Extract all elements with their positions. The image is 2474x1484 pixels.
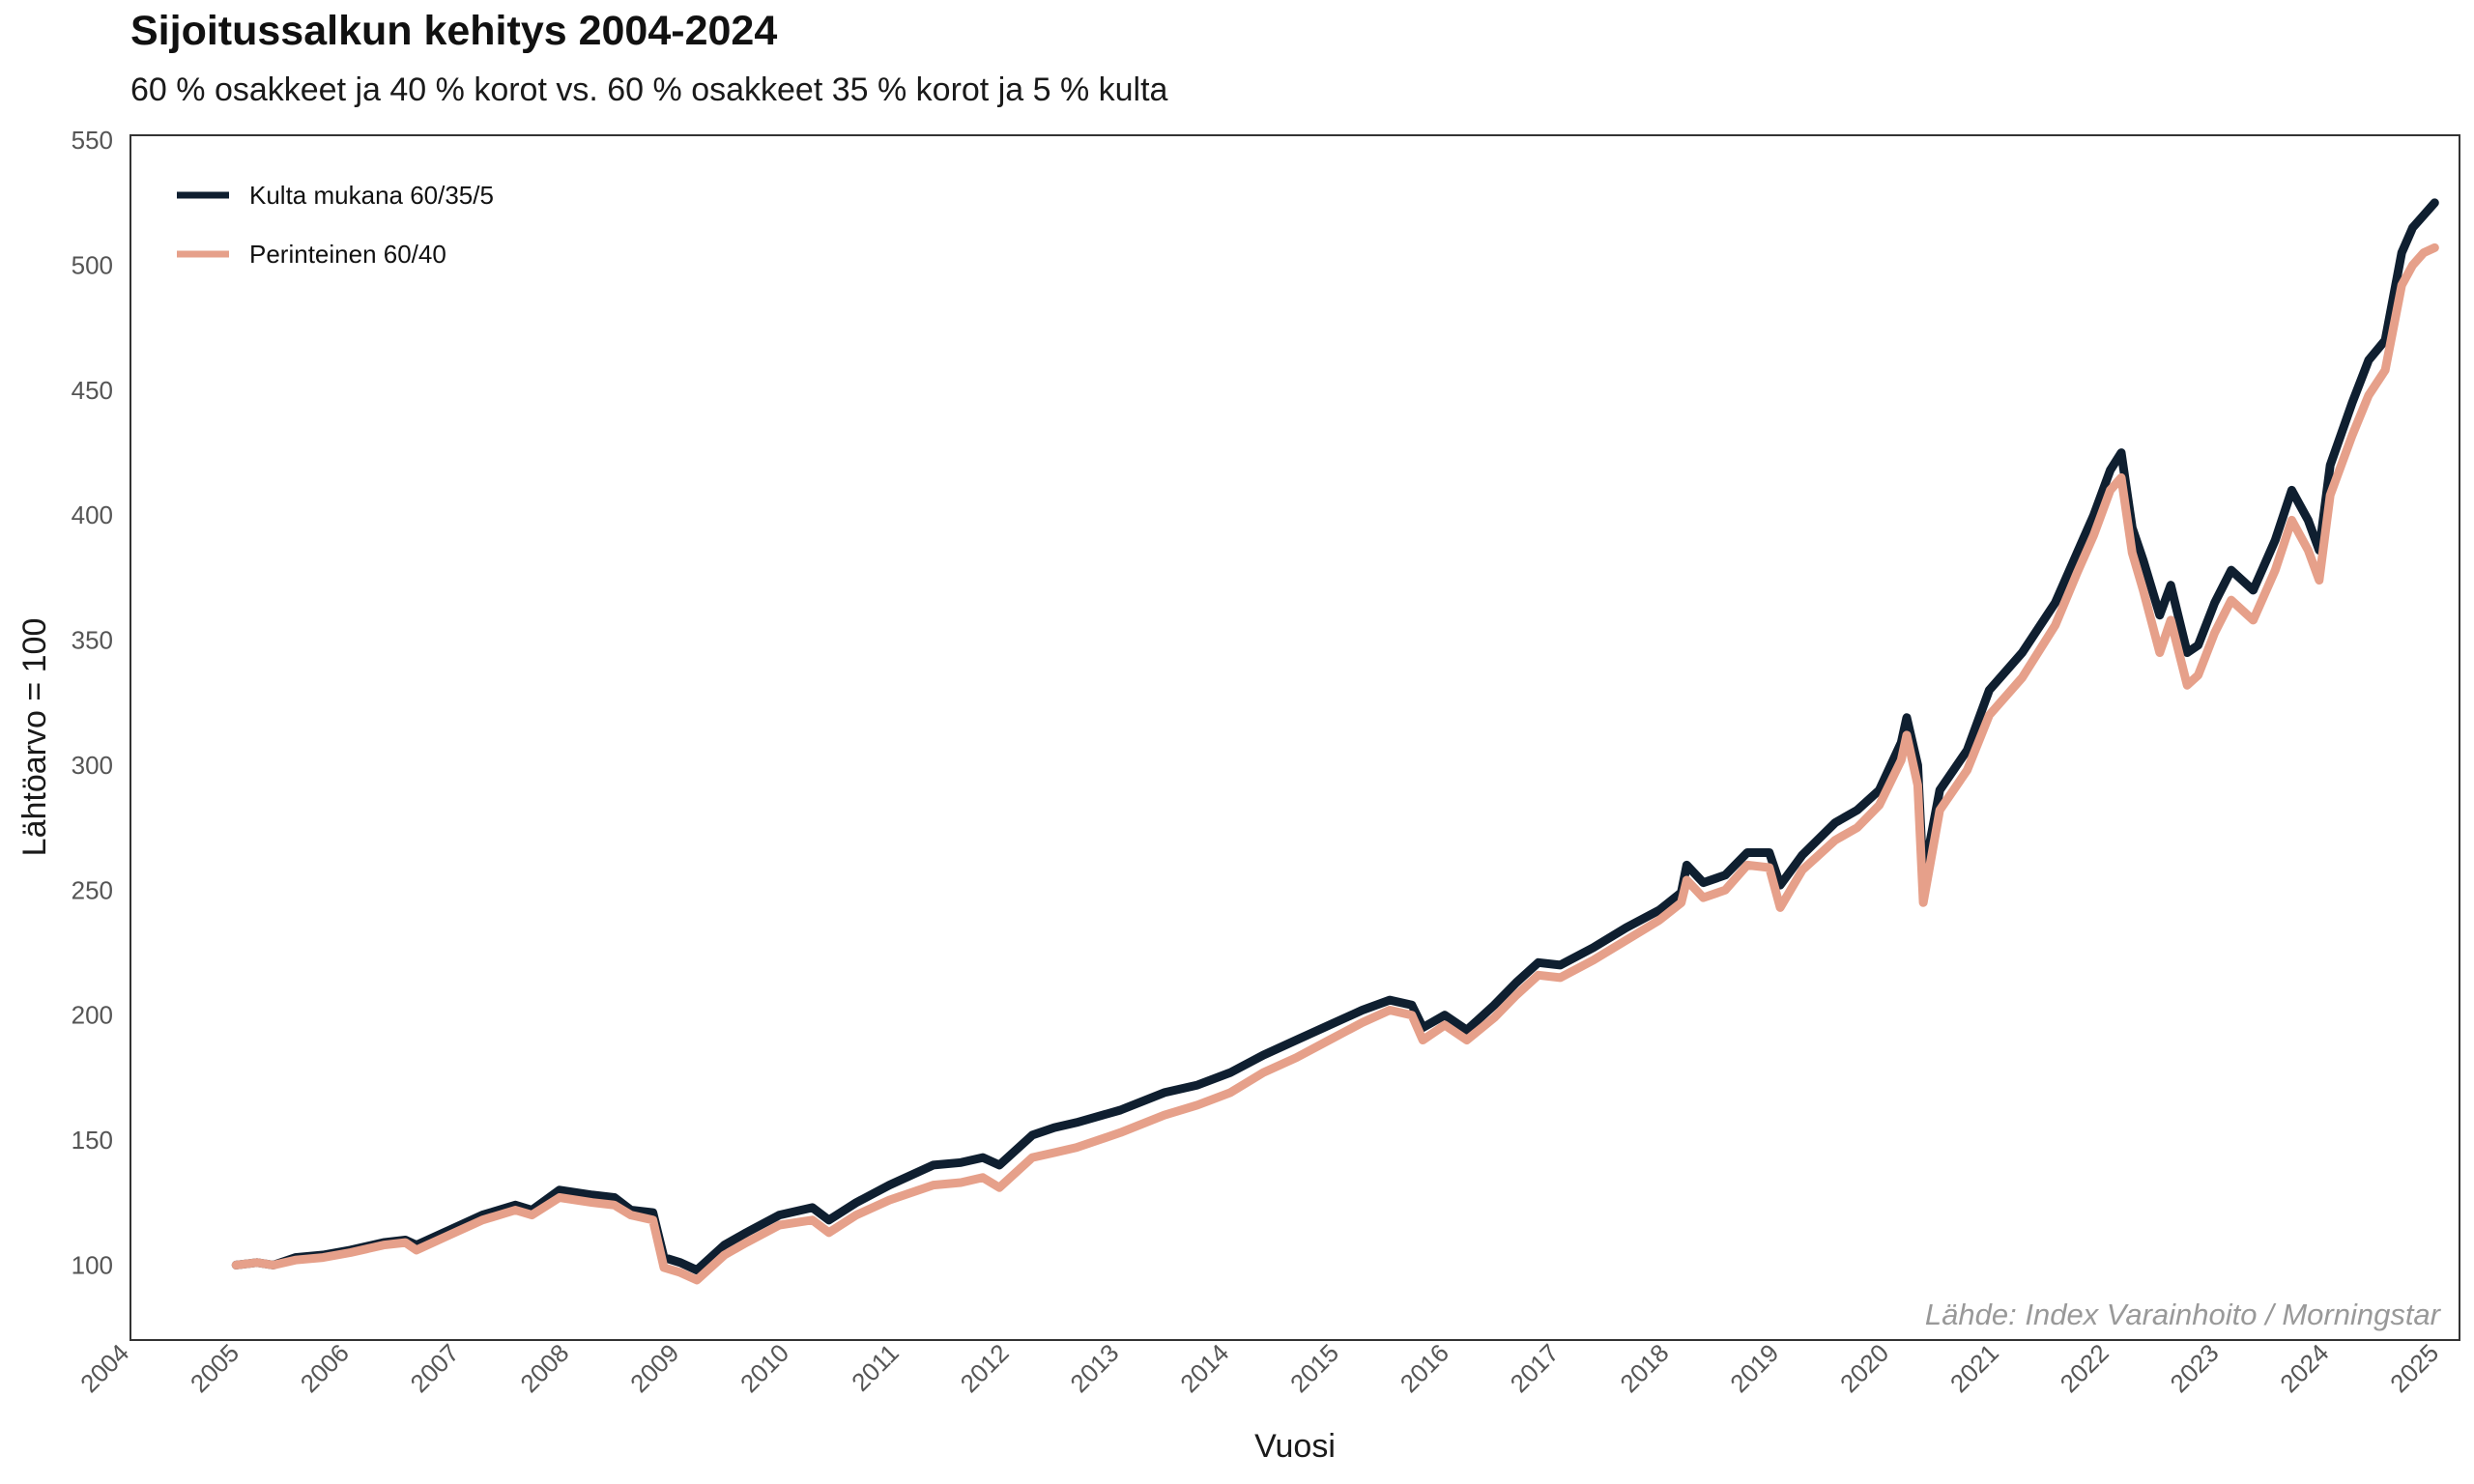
x-tick-label: 2016	[1395, 1338, 1454, 1398]
x-tick-label: 2013	[1064, 1338, 1124, 1398]
x-tick-label: 2019	[1724, 1338, 1784, 1398]
x-axis-ticks: 2004 2005 2006 2007 2008 2009 2010 2011 2012 2013…	[74, 1338, 2444, 1398]
plot-area-frame	[129, 134, 2460, 1341]
x-tick-label: 2010	[734, 1338, 794, 1398]
x-tick-label: 2007	[405, 1338, 465, 1398]
x-tick-label: 2017	[1505, 1338, 1565, 1398]
chart-subtitle: 60 % osakkeet ja 40 % korot vs. 60 % osa…	[130, 71, 1168, 108]
y-axis-label: Lähtöarvo = 100	[16, 618, 53, 857]
y-tick-label: 500	[72, 251, 113, 280]
y-tick-label: 100	[72, 1250, 113, 1279]
x-axis-label: Vuosi	[1254, 1428, 1336, 1465]
y-tick-label: 150	[72, 1126, 113, 1155]
series-line-traditional	[231, 243, 2439, 1285]
legend-label-traditional: Perinteinen 60/40	[249, 240, 446, 269]
y-tick-label: 200	[72, 1001, 113, 1030]
x-tick-label: 2015	[1284, 1338, 1344, 1398]
x-tick-label: 2009	[624, 1338, 684, 1398]
x-tick-label: 2014	[1174, 1338, 1234, 1398]
x-tick-label: 2006	[295, 1338, 355, 1398]
x-tick-label: 2022	[2055, 1338, 2114, 1398]
y-tick-label: 350	[72, 626, 113, 655]
x-tick-label: 2020	[1834, 1338, 1894, 1398]
y-tick-label: 300	[72, 751, 113, 780]
x-tick-label: 2021	[1944, 1338, 2004, 1398]
y-tick-label: 400	[72, 500, 113, 529]
y-tick-label: 250	[72, 875, 113, 904]
series-line-gold	[231, 198, 2439, 1275]
legend: Kulta mukana 60/35/5 Perinteinen 60/40	[177, 181, 494, 269]
chart-title: Sijoitussalkun kehitys 2004-2024	[130, 8, 778, 54]
x-tick-label: 2005	[185, 1338, 245, 1398]
x-tick-label: 2011	[846, 1338, 905, 1397]
y-axis-ticks: 100 150 200 250 300 350 400 450 500 550	[72, 126, 113, 1279]
x-tick-label: 2012	[955, 1338, 1015, 1398]
x-tick-label: 2008	[514, 1338, 574, 1398]
x-tick-label: 2004	[74, 1338, 134, 1398]
x-tick-label: 2024	[2274, 1338, 2334, 1398]
x-tick-label: 2018	[1614, 1338, 1674, 1398]
source-note: Lähde: Index Varainhoito / Morningstar	[1925, 1298, 2442, 1331]
x-tick-label: 2023	[2165, 1338, 2225, 1398]
y-tick-label: 450	[72, 376, 113, 405]
x-tick-label: 2025	[2384, 1338, 2444, 1398]
legend-label-gold: Kulta mukana 60/35/5	[249, 181, 494, 210]
series-layer	[231, 198, 2439, 1285]
y-tick-label: 550	[72, 126, 113, 155]
